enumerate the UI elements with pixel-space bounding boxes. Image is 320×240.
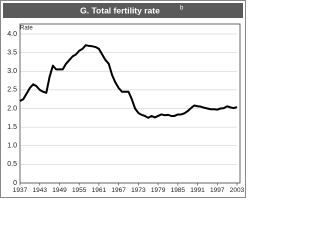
x-tick-label: 1961 bbox=[92, 187, 107, 194]
x-tick-label: 1937 bbox=[13, 187, 28, 194]
plot-border bbox=[19, 23, 241, 184]
x-tick-label: 1949 bbox=[52, 187, 67, 194]
x-tick-label: 2003 bbox=[230, 187, 245, 194]
y-tick-label: 4.0 bbox=[7, 31, 17, 38]
x-tick-label: 1973 bbox=[131, 187, 146, 194]
y-tick-label: 0.5 bbox=[7, 161, 17, 168]
x-tick-label: 1943 bbox=[32, 187, 47, 194]
x-tick-label: 1985 bbox=[171, 187, 186, 194]
x-tick-label: 1967 bbox=[111, 187, 126, 194]
title-superscript: b bbox=[180, 6, 184, 12]
y-tick-label: 2.5 bbox=[7, 87, 17, 94]
chart-title: G. Total fertility rate bbox=[80, 5, 160, 15]
x-tick-label: 1991 bbox=[190, 187, 205, 194]
x-tick-label: 1955 bbox=[72, 187, 87, 194]
frame bbox=[0, 0, 246, 198]
x-tick-label: 1979 bbox=[151, 187, 166, 194]
y-tick-label: 0 bbox=[13, 180, 17, 187]
page: {"chart_data": {"type": "line", "title":… bbox=[0, 0, 246, 198]
line bbox=[19, 44, 238, 119]
y-tick-label: 3.5 bbox=[7, 49, 17, 56]
y-tick-label: 1.5 bbox=[7, 124, 17, 131]
title-bar bbox=[3, 3, 243, 18]
chart: G. Total fertility rate b Rate 0 0.5 1.0 1.… bbox=[0, 0, 246, 198]
y-axis-label: Rate bbox=[20, 26, 33, 32]
y-tick-label: 3.0 bbox=[7, 68, 17, 75]
y-tick-label: 1.0 bbox=[7, 143, 17, 150]
x-tick-label: 1997 bbox=[210, 187, 225, 194]
y-tick-label: 2.0 bbox=[7, 105, 17, 112]
